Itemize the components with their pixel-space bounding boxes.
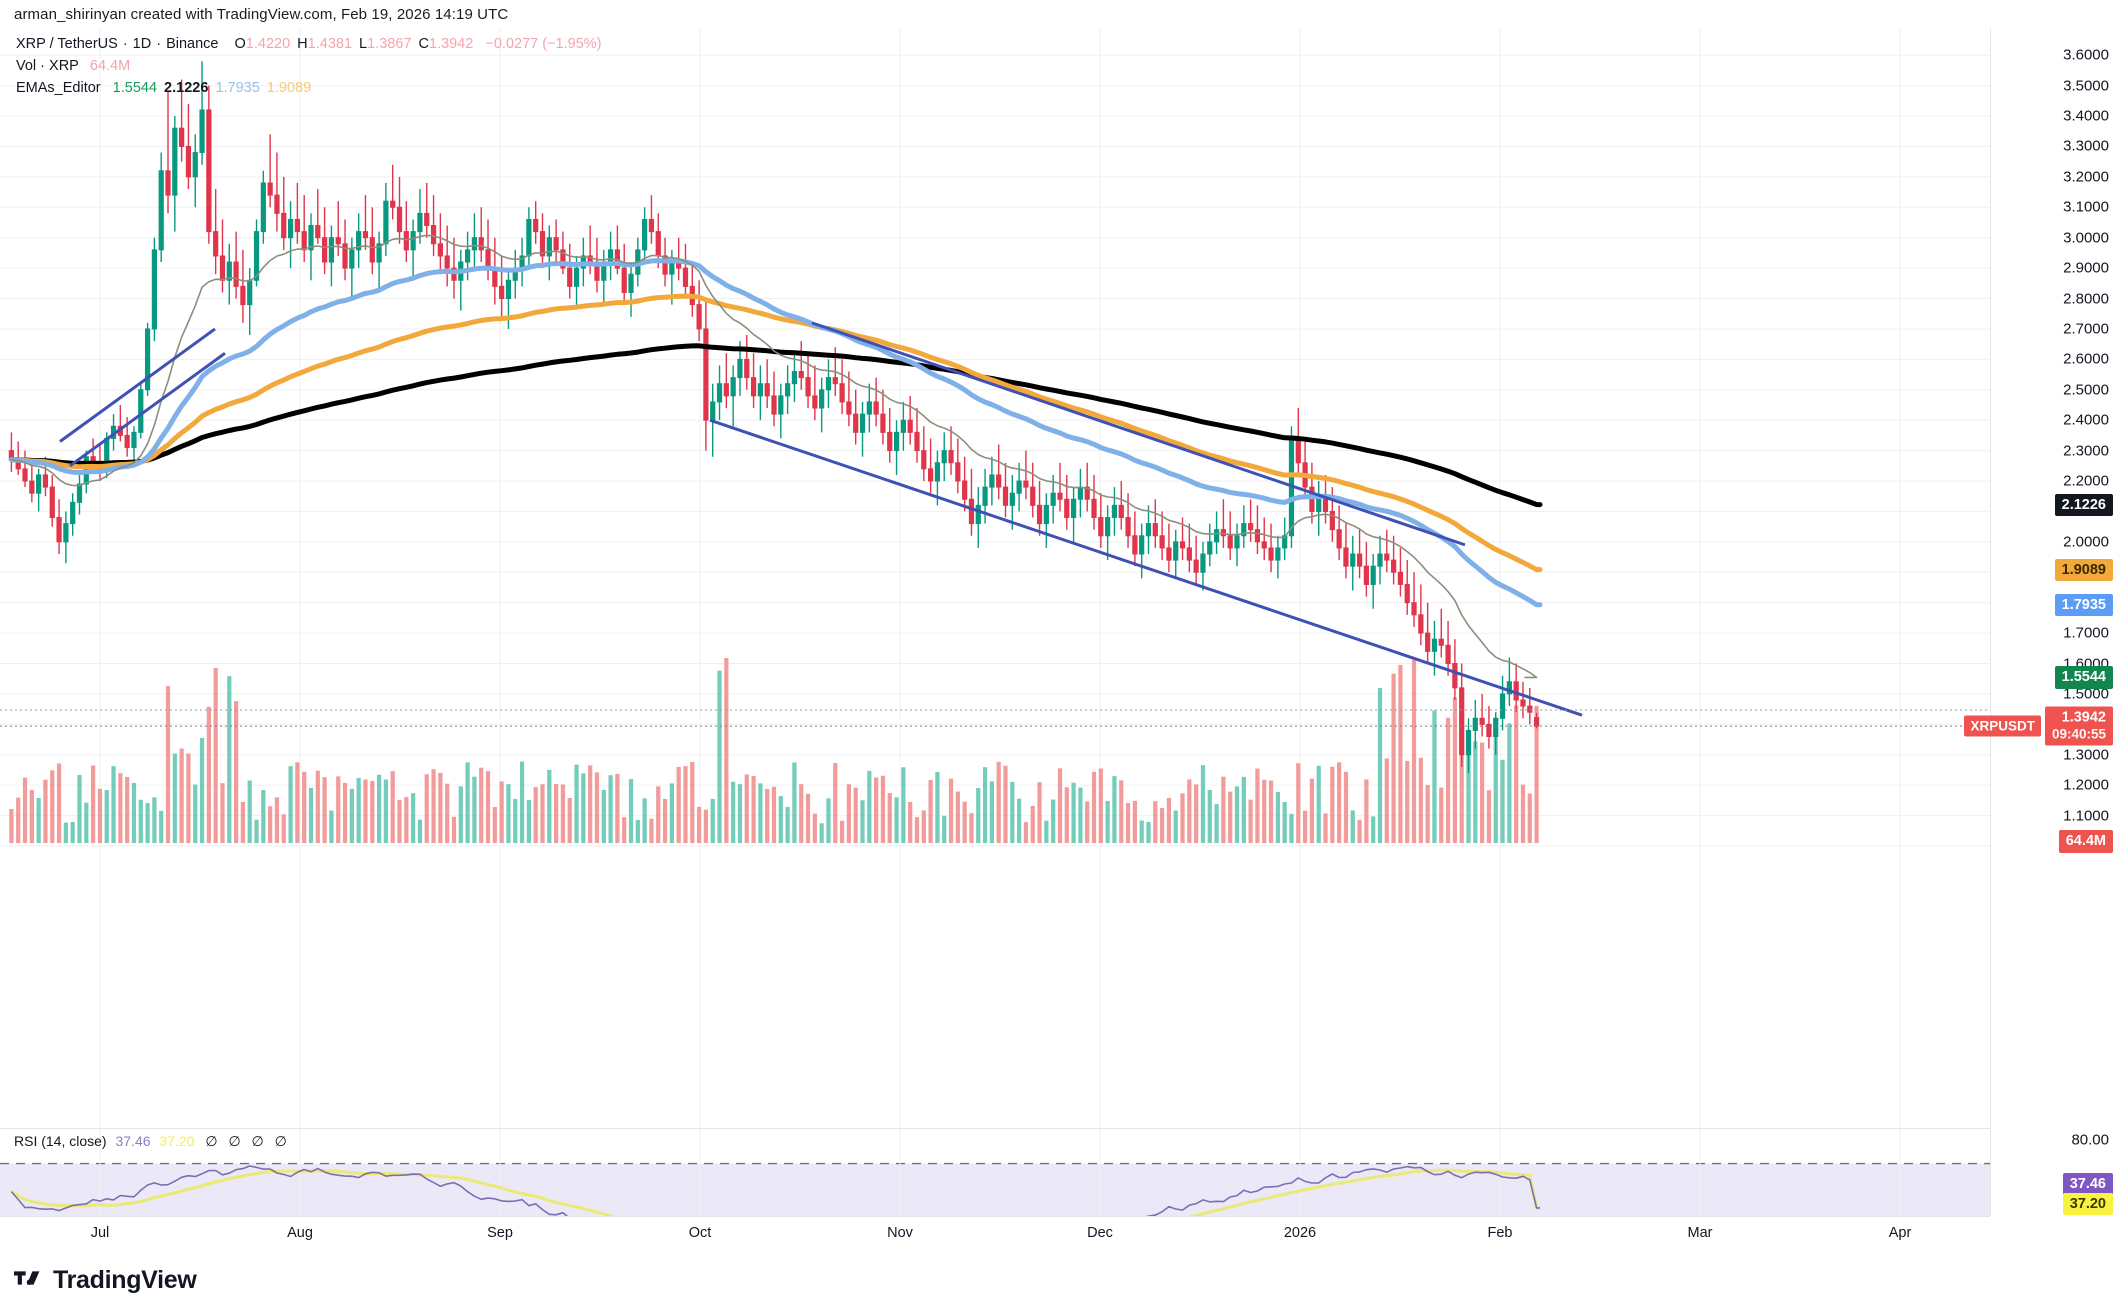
price-axis-label: 2.6000 bbox=[2063, 350, 2109, 368]
time-axis[interactable]: Jul Aug Sep Oct Nov Dec 2026 Feb Mar Apr bbox=[0, 1216, 1990, 1250]
price-pane[interactable] bbox=[0, 28, 1990, 1128]
price-chart-canvas[interactable] bbox=[0, 28, 1990, 1128]
price-axis-label: 3.0000 bbox=[2063, 229, 2109, 247]
ema-line-thin bbox=[10, 234, 1538, 679]
last-price-value: 1.3942 bbox=[2061, 709, 2106, 726]
attribution-text: arman_shirinyan created with TradingView… bbox=[14, 6, 509, 23]
tradingview-wordmark: TradingView bbox=[53, 1266, 197, 1294]
ema-line-black bbox=[8, 343, 1543, 508]
rsi-pane[interactable] bbox=[0, 1128, 1990, 1217]
rsi-ma-line bbox=[10, 1168, 1540, 1217]
time-axis-label: Oct bbox=[688, 1225, 712, 1241]
price-axis-label: 1.2000 bbox=[2063, 776, 2109, 794]
time-axis-label: Nov bbox=[887, 1225, 913, 1241]
trendline-4 bbox=[709, 418, 1583, 717]
rsi-axis-label: 80.00 bbox=[2071, 1131, 2109, 1149]
price-axis[interactable]: 3.6000 3.5000 3.4000 3.3000 3.2000 3.1000 3.00… bbox=[1964, 28, 2119, 1216]
trendline-1 bbox=[69, 352, 226, 468]
ema-line-blue bbox=[8, 258, 1543, 608]
price-axis-label: 2.3000 bbox=[2063, 442, 2109, 460]
price-axis-label: 2.0000 bbox=[2063, 533, 2109, 551]
price-axis-label: 2.9000 bbox=[2063, 259, 2109, 277]
time-axis-label: 2026 bbox=[1283, 1225, 1317, 1241]
price-axis-label: 3.2000 bbox=[2063, 168, 2109, 186]
tradingview-logo-icon bbox=[14, 1271, 40, 1285]
rsi-line bbox=[10, 1165, 1540, 1217]
price-axis-label: 2.8000 bbox=[2063, 290, 2109, 308]
time-axis-label: Dec bbox=[1087, 1225, 1113, 1241]
time-gridlines bbox=[99, 28, 1901, 1128]
price-axis-tag-black[interactable]: 2.1226 bbox=[2054, 493, 2113, 516]
price-axis-label: 3.4000 bbox=[2063, 107, 2109, 125]
price-axis-label: 2.5000 bbox=[2063, 381, 2109, 399]
price-axis-label: 1.5000 bbox=[2063, 685, 2109, 703]
price-axis-tag-blue[interactable]: 1.7935 bbox=[2054, 593, 2113, 616]
price-axis-label: 3.1000 bbox=[2063, 198, 2109, 216]
price-axis-label: 1.1000 bbox=[2063, 807, 2109, 825]
volume-bars bbox=[9, 657, 1539, 843]
price-axis-label: 3.3000 bbox=[2063, 137, 2109, 155]
price-axis-label: 3.5000 bbox=[2063, 77, 2109, 95]
rsi-axis-tag-purple[interactable]: 37.46 bbox=[2062, 1172, 2113, 1196]
tradingview-footer: TradingView bbox=[14, 1266, 197, 1295]
trendline-3 bbox=[811, 321, 1466, 547]
price-axis-label: 2.4000 bbox=[2063, 411, 2109, 429]
price-axis-tag-green[interactable]: 1.5544 bbox=[2054, 666, 2113, 689]
time-axis-label: Feb bbox=[1487, 1225, 1513, 1241]
rsi-chart-canvas[interactable] bbox=[0, 1129, 1990, 1217]
price-axis-label: 1.7000 bbox=[2063, 624, 2109, 642]
price-axis-tag-orange[interactable]: 1.9089 bbox=[2054, 558, 2113, 581]
rsi-axis-tag-yellow[interactable]: 37.20 bbox=[2062, 1192, 2113, 1216]
candlesticks bbox=[8, 61, 1540, 774]
ema-line-orange bbox=[8, 293, 1543, 573]
trendlines bbox=[59, 321, 1583, 717]
last-price-tag[interactable]: 1.3942 09:40:55 bbox=[2044, 706, 2113, 746]
time-axis-label: Sep bbox=[487, 1225, 513, 1241]
time-axis-label: Apr bbox=[1888, 1225, 1912, 1241]
price-axis-label: 2.7000 bbox=[2063, 320, 2109, 338]
time-axis-label: Jul bbox=[90, 1225, 110, 1241]
price-axis-label: 1.3000 bbox=[2063, 746, 2109, 764]
trendline-2 bbox=[59, 327, 216, 443]
time-axis-label: Mar bbox=[1687, 1225, 1713, 1241]
price-axis-label: 3.6000 bbox=[2063, 46, 2109, 64]
last-price-symbol-tag[interactable]: XRPUSDT bbox=[1964, 715, 2041, 737]
price-axis-tag-red[interactable]: 64.4M bbox=[2058, 830, 2113, 853]
last-price-countdown: 09:40:55 bbox=[2051, 726, 2106, 742]
price-axis-label: 2.2000 bbox=[2063, 472, 2109, 490]
price-gridlines bbox=[0, 54, 1990, 847]
time-axis-label: Aug bbox=[287, 1225, 313, 1241]
